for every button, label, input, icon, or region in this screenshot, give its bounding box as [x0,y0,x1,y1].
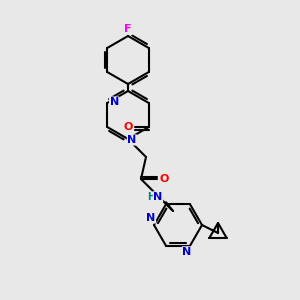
Text: N: N [128,135,136,145]
Text: N: N [146,213,156,223]
Text: O: O [123,122,133,132]
Text: N: N [153,192,163,202]
Text: O: O [159,174,169,184]
Text: H: H [147,192,155,202]
Text: F: F [124,24,132,34]
Text: N: N [110,97,119,107]
Text: N: N [182,247,192,257]
